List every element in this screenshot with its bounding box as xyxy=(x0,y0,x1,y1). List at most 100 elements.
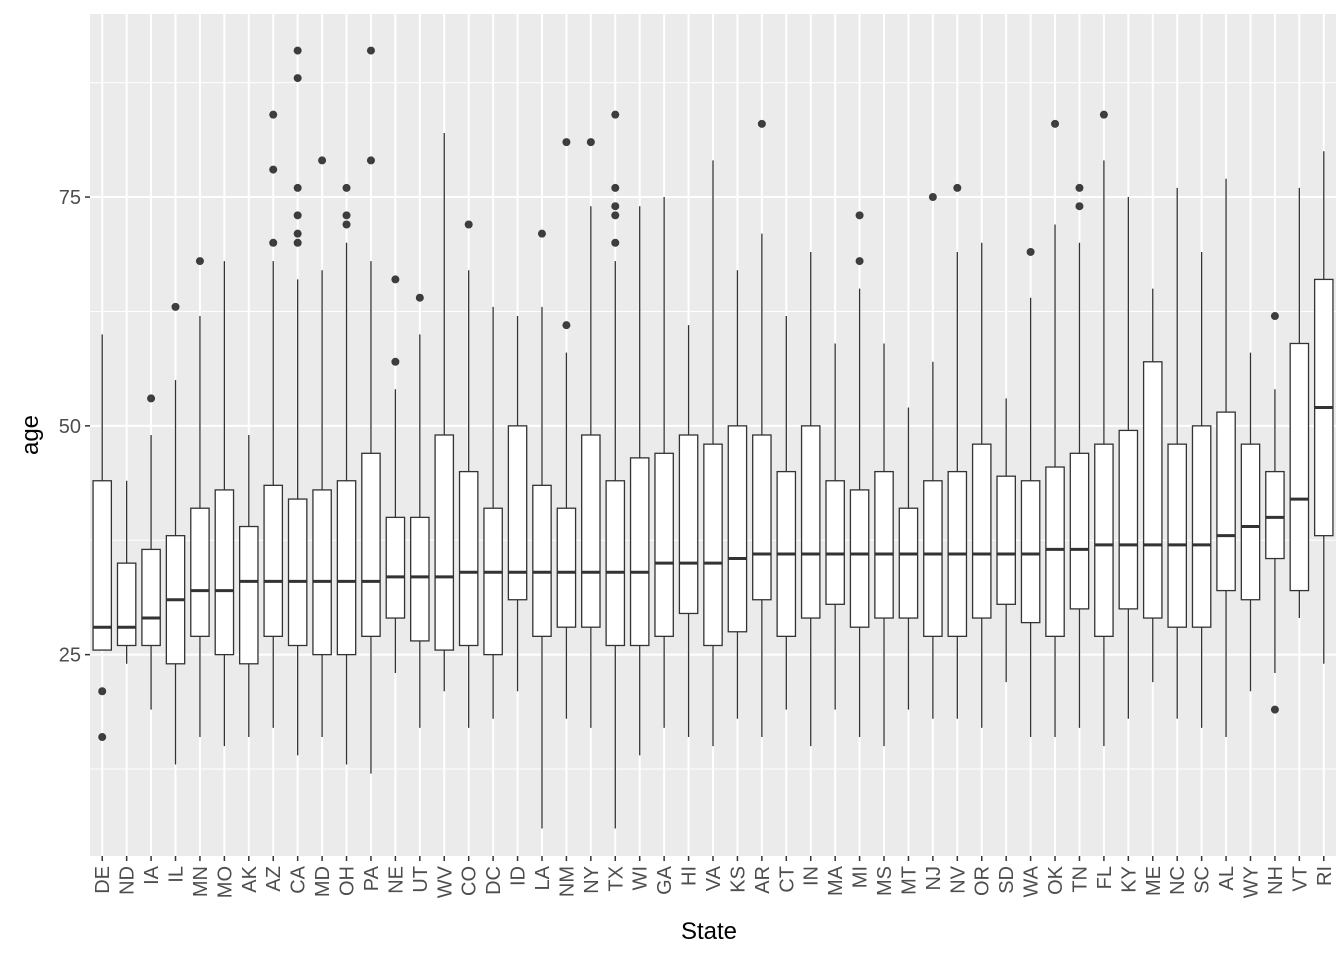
outlier-point xyxy=(611,202,620,211)
box xyxy=(898,507,919,619)
box xyxy=(1191,425,1212,628)
box-in xyxy=(800,251,821,747)
x-tick-label: HI xyxy=(679,866,701,886)
outlier-point xyxy=(391,357,400,366)
x-tick-label: CO xyxy=(459,866,481,896)
box-nh xyxy=(1265,312,1285,714)
x-tick-label: MI xyxy=(850,866,872,888)
box xyxy=(849,489,870,628)
x-tick-label: ME xyxy=(1143,866,1165,896)
x-tick-label: IA xyxy=(141,865,163,885)
x-tick-label: AL xyxy=(1216,866,1238,890)
outlier-point xyxy=(464,220,473,229)
x-tick-label: IL xyxy=(166,866,188,883)
x-tick-label: WV xyxy=(434,865,456,898)
outlier-point xyxy=(586,138,595,147)
box-az xyxy=(263,110,284,728)
box xyxy=(1142,361,1163,619)
x-tick-label: CT xyxy=(776,866,798,893)
box-ri xyxy=(1313,151,1334,664)
x-tick-label: OK xyxy=(1045,865,1067,895)
box-ok xyxy=(1045,119,1065,738)
outlier-point xyxy=(293,183,302,192)
x-tick-label: NM xyxy=(556,866,578,897)
box xyxy=(825,480,845,605)
outlier-point xyxy=(1075,202,1084,211)
outlier-point xyxy=(293,46,302,55)
x-tick-label: MA xyxy=(825,865,847,896)
box xyxy=(483,507,503,656)
x-tick-label: KS xyxy=(727,866,749,893)
box xyxy=(92,480,113,651)
x-tick-label: MD xyxy=(312,866,334,897)
box-de xyxy=(92,334,113,742)
outlier-point xyxy=(855,211,864,220)
outlier-point xyxy=(366,46,375,55)
outlier-point xyxy=(98,733,107,742)
box-marks xyxy=(92,46,1334,829)
outlier-point xyxy=(171,302,180,311)
box-al xyxy=(1216,178,1236,738)
box xyxy=(1094,443,1114,637)
box-ne xyxy=(385,275,406,673)
x-tick-label: NE xyxy=(385,866,407,894)
y-tick-label: 50 xyxy=(59,416,81,438)
box xyxy=(581,434,601,628)
box-il xyxy=(165,302,186,765)
box-wi xyxy=(629,206,650,756)
box xyxy=(190,507,210,637)
x-tick-label: ID xyxy=(508,866,530,886)
x-tick-label: ND xyxy=(117,866,139,895)
y-tick-label: 75 xyxy=(59,187,81,209)
box-va xyxy=(703,160,723,747)
box xyxy=(605,480,626,647)
box-me xyxy=(1142,288,1163,683)
box-nv xyxy=(947,183,968,719)
box-la xyxy=(532,229,552,829)
outlier-point xyxy=(293,238,302,247)
x-tick-label: MT xyxy=(898,866,920,895)
box xyxy=(654,452,674,637)
box-ca xyxy=(287,46,308,756)
x-tick-label: IN xyxy=(801,866,823,886)
x-tick-label: KY xyxy=(1118,866,1140,893)
x-tick-label: OH xyxy=(337,866,359,896)
box-wv xyxy=(434,132,455,692)
box-id xyxy=(507,316,528,692)
outlier-point xyxy=(562,321,571,330)
outlier-point xyxy=(953,183,962,192)
x-axis-title: State xyxy=(681,918,737,945)
x-tick-label: TX xyxy=(605,866,627,892)
box-ar xyxy=(752,119,772,738)
outlier-point xyxy=(195,257,204,266)
box xyxy=(1265,470,1285,560)
box-mi xyxy=(849,211,870,738)
box-ct xyxy=(776,316,797,710)
box xyxy=(507,425,528,601)
box xyxy=(923,480,943,637)
outlier-point xyxy=(269,238,278,247)
x-tick-label: GA xyxy=(654,865,676,895)
outlier-point xyxy=(1270,705,1279,714)
box xyxy=(410,516,430,642)
box-hi xyxy=(678,325,699,738)
box xyxy=(874,470,894,619)
x-tick-label: DE xyxy=(92,866,114,894)
x-tick-label: LA xyxy=(532,865,554,890)
box-nd xyxy=(116,480,137,664)
box xyxy=(287,498,308,647)
box xyxy=(678,434,699,615)
x-tick-label: RI xyxy=(1314,866,1336,886)
box-vt xyxy=(1289,187,1310,619)
outlier-point xyxy=(293,211,302,220)
x-tick-label: AR xyxy=(752,866,774,894)
box xyxy=(727,425,748,633)
x-tick-label: VT xyxy=(1289,866,1311,892)
box xyxy=(1167,443,1188,628)
outlier-point xyxy=(98,687,107,696)
outlier-point xyxy=(391,275,400,284)
box-mt xyxy=(898,407,919,710)
x-tick-label: NY xyxy=(581,866,603,894)
x-tick-label: AK xyxy=(239,865,261,892)
